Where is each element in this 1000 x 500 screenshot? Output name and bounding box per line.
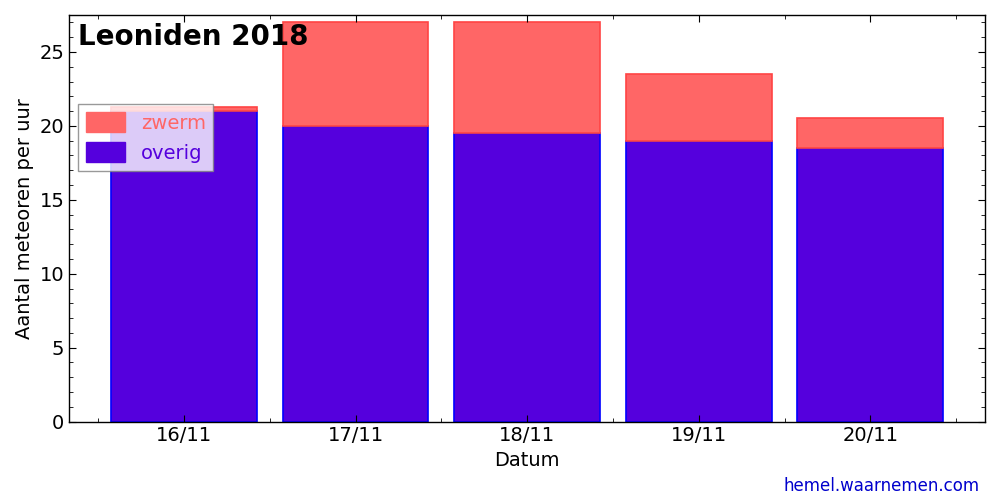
Bar	[797, 118, 943, 148]
Bar	[283, 22, 428, 126]
Bar	[454, 22, 600, 134]
Bar	[283, 126, 428, 422]
Bar	[626, 74, 772, 140]
Y-axis label: Aantal meteoren per uur: Aantal meteoren per uur	[15, 98, 34, 338]
Text: Leoniden 2018: Leoniden 2018	[78, 23, 309, 51]
Text: hemel.waarnemen.com: hemel.waarnemen.com	[784, 477, 980, 495]
Bar	[111, 111, 257, 422]
X-axis label: Datum: Datum	[494, 451, 560, 470]
Bar	[626, 140, 772, 422]
Bar	[111, 106, 257, 111]
Legend: zwerm, overig: zwerm, overig	[78, 104, 213, 171]
Bar	[454, 134, 600, 422]
Bar	[797, 148, 943, 421]
